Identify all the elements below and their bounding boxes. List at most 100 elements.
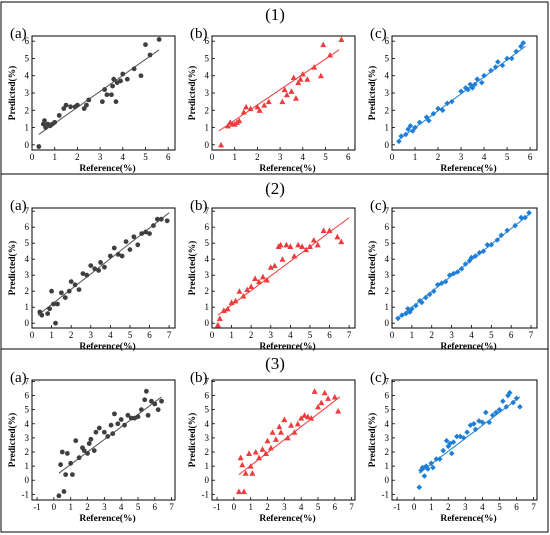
y-tick-label: 1 xyxy=(25,461,30,471)
x-tick-label: 3 xyxy=(459,152,464,162)
x-tick-label: 1 xyxy=(229,330,234,340)
data-point xyxy=(224,122,231,129)
data-point xyxy=(111,245,117,251)
fit-line xyxy=(238,396,341,475)
data-point xyxy=(291,429,298,435)
y-tick-label: 7 xyxy=(25,376,30,386)
x-tick-label: 6 xyxy=(147,330,152,340)
data-point xyxy=(465,86,471,93)
y-axis-label: Predicted(%) xyxy=(7,66,18,121)
data-point xyxy=(334,233,341,240)
data-point xyxy=(471,420,477,427)
y-tick-label: 0 xyxy=(385,318,390,328)
x-tick-label: 7 xyxy=(531,502,536,512)
data-point xyxy=(269,429,276,435)
data-point xyxy=(295,79,302,86)
x-axis-label: Reference(%) xyxy=(259,163,315,174)
plot-frame-2a xyxy=(31,207,176,329)
data-point xyxy=(304,76,311,82)
data-point xyxy=(277,429,284,435)
data-point xyxy=(52,119,58,125)
y-tick-label: 5 xyxy=(205,405,210,415)
x-tick-label: 7 xyxy=(167,330,172,340)
data-point xyxy=(444,100,451,107)
data-point xyxy=(110,431,116,437)
data-point xyxy=(498,232,505,238)
data-point xyxy=(138,407,144,413)
data-point xyxy=(59,449,65,455)
data-point xyxy=(58,462,63,468)
x-tick-label: 5 xyxy=(505,152,510,162)
data-point xyxy=(147,52,153,58)
data-point xyxy=(139,231,145,237)
data-point xyxy=(314,403,321,410)
y-tick-label: 4 xyxy=(385,419,390,429)
y-axis-label: Predicted(%) xyxy=(7,413,18,468)
y-tick-label: 6 xyxy=(205,222,210,232)
x-tick-label: 2 xyxy=(436,152,441,162)
y-tick-label: 5 xyxy=(385,405,390,415)
data-point xyxy=(61,106,67,111)
data-point xyxy=(304,413,311,420)
data-point xyxy=(405,126,411,133)
data-point xyxy=(407,309,413,315)
y-tick-label: 5 xyxy=(205,53,210,63)
data-point xyxy=(325,395,332,401)
data-point xyxy=(248,283,255,289)
data-point xyxy=(111,76,117,82)
data-point xyxy=(68,460,74,466)
data-point xyxy=(396,138,402,145)
data-point xyxy=(426,117,432,124)
y-tick-label: 3 xyxy=(25,433,30,443)
data-point xyxy=(93,429,99,435)
data-point xyxy=(108,422,114,428)
y-tick-label: 4 xyxy=(25,419,30,429)
data-point xyxy=(520,40,526,46)
y-tick-label: 0 xyxy=(205,318,210,328)
data-point xyxy=(218,141,225,148)
panel-label: (c) xyxy=(370,198,387,214)
data-point xyxy=(62,295,68,300)
data-point xyxy=(135,414,141,420)
data-point xyxy=(294,420,301,427)
data-point xyxy=(510,399,516,406)
y-axis-label: Predicted(%) xyxy=(187,413,198,468)
data-point xyxy=(430,464,436,471)
data-point xyxy=(81,106,87,111)
data-point xyxy=(416,119,423,126)
x-tick-label: 7 xyxy=(169,502,174,512)
x-tick-label: 1 xyxy=(410,330,415,340)
data-point xyxy=(395,315,401,322)
x-axis-label: Reference(%) xyxy=(440,163,496,174)
fit-line xyxy=(58,396,162,474)
data-point xyxy=(156,37,162,42)
panel-label: (a) xyxy=(10,198,27,214)
x-tick-label: 3 xyxy=(269,330,274,340)
data-point xyxy=(506,389,513,396)
x-tick-label: 4 xyxy=(469,330,474,340)
data-point xyxy=(113,99,119,105)
data-point xyxy=(64,451,70,456)
data-point xyxy=(118,78,123,84)
data-point xyxy=(326,227,333,233)
data-point xyxy=(247,463,254,469)
data-point xyxy=(42,118,47,124)
x-tick-label: 3 xyxy=(282,502,287,512)
data-point xyxy=(409,306,415,312)
x-tick-label: 1 xyxy=(413,152,418,162)
data-point xyxy=(242,470,249,476)
data-point xyxy=(403,131,409,138)
data-point xyxy=(399,312,405,318)
data-point xyxy=(249,470,256,476)
data-point xyxy=(287,243,294,249)
x-tick-label: 7 xyxy=(349,502,354,512)
data-point xyxy=(308,415,315,421)
data-point xyxy=(472,253,479,259)
data-point xyxy=(154,216,160,222)
data-point xyxy=(476,418,482,424)
data-point xyxy=(423,114,430,120)
data-point xyxy=(454,269,461,275)
data-point xyxy=(443,437,450,444)
y-tick-label: 5 xyxy=(385,53,390,63)
